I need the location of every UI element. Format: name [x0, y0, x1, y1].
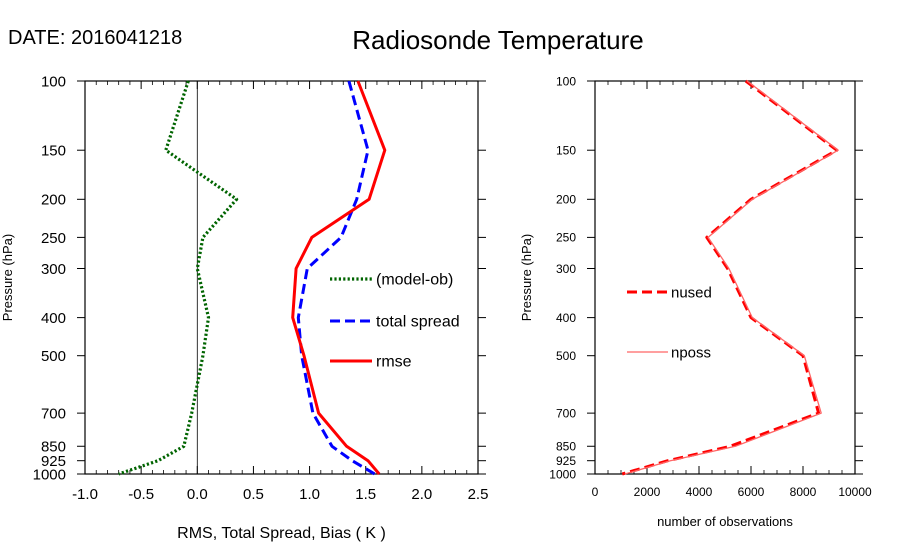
- left-y-tick-label: 500: [41, 348, 66, 365]
- figure-title: Radiosonde Temperature: [352, 25, 643, 55]
- left-series-total-spread-line: [296, 80, 376, 476]
- right-y-tick-label: 250: [556, 231, 576, 245]
- left-x-axis-label: RMS, Total Spread, Bias ( K ): [177, 525, 386, 542]
- left-x-tick-label: 2.0: [411, 486, 432, 503]
- left-x-tick-label: -1.0: [72, 486, 98, 503]
- left-y-tick-label: 850: [41, 439, 66, 456]
- right-y-tick-label: 850: [556, 440, 576, 454]
- left-y-tick-label: 100: [41, 73, 66, 90]
- left-y-tick-label: 200: [41, 192, 66, 209]
- right-y-tick-label: 500: [556, 349, 576, 363]
- left-x-tick-label: 0.5: [243, 486, 264, 503]
- left-y-tick-label: 300: [41, 261, 66, 278]
- left-legend-label: rmse: [376, 354, 412, 371]
- left-legend-label: (model-ob): [376, 272, 453, 289]
- left-y-tick-label: 400: [41, 310, 66, 327]
- right-x-tick-label: 0: [592, 485, 599, 499]
- left-series-model-ob-line: [118, 80, 239, 476]
- right-x-tick-label: 10000: [838, 485, 872, 499]
- left-x-tick-label: 1.5: [355, 486, 376, 503]
- right-y-tick-label: 300: [556, 262, 576, 276]
- chart-right-panel: 0 2000 4000 6000 8000 10000 100 150 200 250 300 400…: [519, 74, 872, 529]
- right-legend-label: nused: [671, 284, 712, 301]
- right-y-tick-label: 100: [556, 74, 576, 88]
- left-x-tick-label: 1.0: [299, 486, 320, 503]
- left-plot-frame: [84, 80, 479, 475]
- left-y-axis-label: Pressure (hPa): [0, 234, 15, 321]
- right-x-tick-label: 8000: [790, 485, 817, 499]
- left-legend-label: total spread: [376, 314, 460, 331]
- date-label: DATE: 2016041218: [8, 27, 182, 49]
- right-x-axis-label: number of observations: [657, 514, 793, 529]
- left-y-tick-label: 150: [41, 143, 66, 160]
- right-y-tick-label: 925: [556, 454, 576, 468]
- left-series-rmse-line: [291, 80, 387, 475]
- left-y-tick-label: 700: [41, 406, 66, 423]
- right-y-tick-label: 1000: [549, 467, 576, 481]
- right-x-tick-label: 4000: [686, 485, 713, 499]
- left-x-tick-label: 0.0: [187, 486, 208, 503]
- chart-left-panel: -1.0 -0.5 0.0 0.5 1.0 1.5 2.0 2.5 100 150 200 250 30…: [0, 73, 488, 542]
- right-y-tick-label: 150: [556, 144, 576, 158]
- left-y-tick-label: 1000: [33, 466, 66, 483]
- right-series-nused-line: [621, 79, 839, 476]
- right-legend-label: nposs: [671, 344, 711, 361]
- left-y-tick-label: 250: [41, 230, 66, 247]
- right-y-tick-label: 200: [556, 193, 576, 207]
- right-x-tick-label: 6000: [738, 485, 765, 499]
- left-x-tick-label: -0.5: [128, 486, 154, 503]
- right-y-tick-label: 400: [556, 311, 576, 325]
- right-x-tick-label: 2000: [634, 485, 661, 499]
- right-y-axis-label: Pressure (hPa): [519, 234, 534, 321]
- right-series-nposs-line: [624, 80, 839, 475]
- left-y-tick-label: 925: [41, 453, 66, 470]
- left-x-tick-label: 2.5: [468, 486, 489, 503]
- right-y-tick-label: 700: [556, 406, 576, 420]
